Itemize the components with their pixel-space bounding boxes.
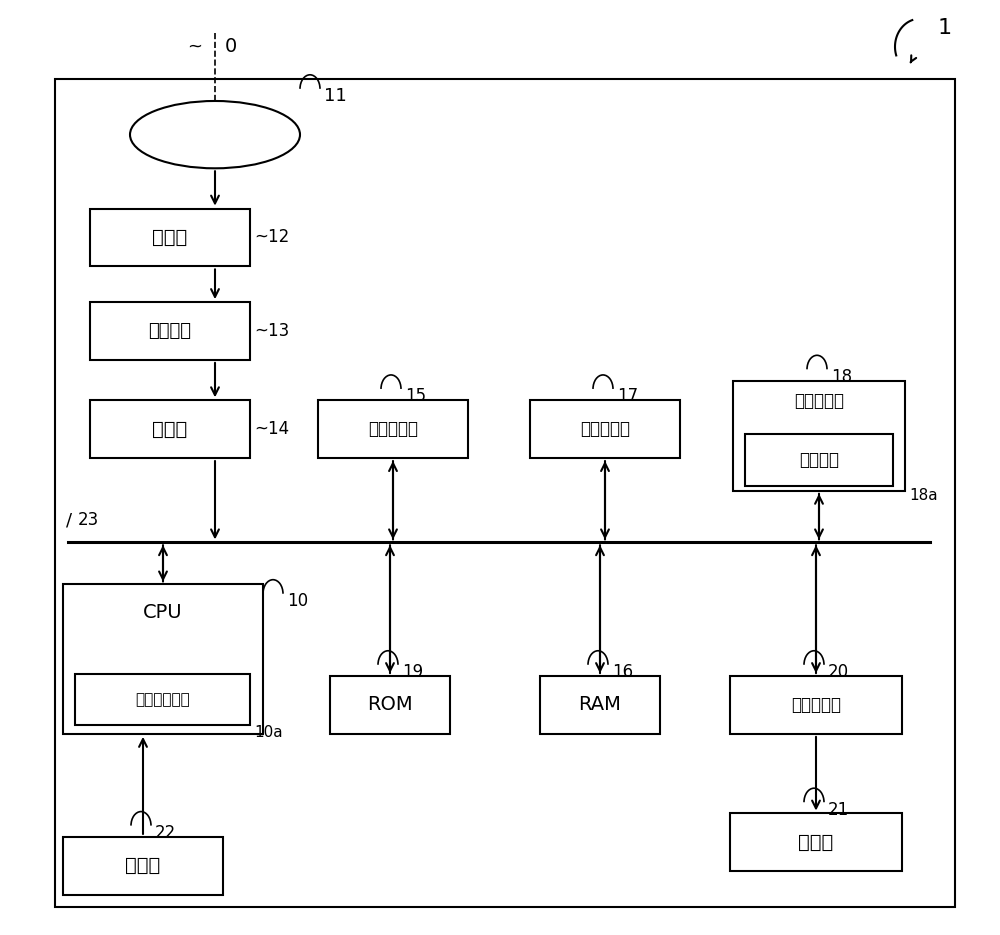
Bar bbox=[90, 302, 250, 360]
Text: CPU: CPU bbox=[143, 603, 183, 622]
Text: 图像存储部: 图像存储部 bbox=[794, 392, 844, 410]
Bar bbox=[540, 676, 660, 734]
Text: ROM: ROM bbox=[367, 696, 413, 714]
Text: 10a: 10a bbox=[254, 725, 283, 740]
Text: 快门部: 快门部 bbox=[152, 228, 188, 247]
Bar bbox=[330, 676, 450, 734]
Text: 17: 17 bbox=[617, 387, 638, 406]
Text: 21: 21 bbox=[828, 800, 849, 819]
Text: RAM: RAM bbox=[579, 696, 621, 714]
Text: 记录介质: 记录介质 bbox=[799, 451, 839, 469]
Text: 缩略图管理部: 缩略图管理部 bbox=[135, 692, 190, 707]
Bar bbox=[318, 400, 468, 458]
Text: 11: 11 bbox=[324, 87, 347, 106]
Text: 22: 22 bbox=[155, 824, 176, 842]
Bar bbox=[730, 813, 902, 871]
Ellipse shape bbox=[130, 101, 300, 168]
Text: 18a: 18a bbox=[909, 488, 938, 503]
Bar bbox=[90, 400, 250, 458]
Text: 显示驱动部: 显示驱动部 bbox=[791, 696, 841, 714]
Bar bbox=[63, 584, 263, 734]
Text: 显示部: 显示部 bbox=[798, 833, 834, 852]
Text: 15: 15 bbox=[405, 387, 426, 406]
Bar bbox=[75, 674, 250, 725]
Bar bbox=[530, 400, 680, 458]
Text: 18: 18 bbox=[831, 367, 852, 386]
Text: ~12: ~12 bbox=[254, 228, 289, 247]
Text: ~14: ~14 bbox=[254, 420, 289, 439]
Bar bbox=[63, 837, 223, 895]
Text: 摄像部: 摄像部 bbox=[152, 420, 188, 439]
Text: ~: ~ bbox=[187, 37, 202, 56]
Bar bbox=[733, 381, 905, 491]
Text: 图像处理部: 图像处理部 bbox=[368, 420, 418, 439]
Bar bbox=[55, 79, 955, 907]
Text: 摄像元件: 摄像元件 bbox=[148, 322, 191, 340]
Text: 19: 19 bbox=[402, 663, 423, 682]
Text: 23: 23 bbox=[78, 511, 99, 529]
Text: 0: 0 bbox=[225, 37, 237, 56]
Text: 显示控制部: 显示控制部 bbox=[580, 420, 630, 439]
Bar bbox=[90, 209, 250, 266]
Bar bbox=[730, 676, 902, 734]
Text: ~13: ~13 bbox=[254, 322, 289, 340]
Text: 操作部: 操作部 bbox=[125, 856, 161, 875]
Bar bbox=[745, 434, 893, 486]
Text: 20: 20 bbox=[828, 663, 849, 682]
Text: 10: 10 bbox=[287, 592, 308, 611]
Text: 16: 16 bbox=[612, 663, 633, 682]
Text: 1: 1 bbox=[938, 18, 952, 38]
Text: /: / bbox=[66, 511, 72, 529]
